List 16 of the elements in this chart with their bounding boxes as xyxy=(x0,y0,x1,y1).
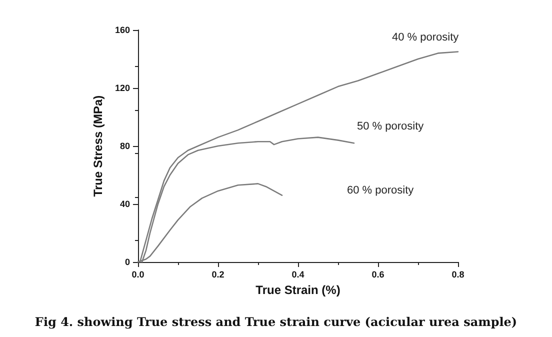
y-axis-title: True Stress (MPa) xyxy=(91,95,105,197)
annotation: 60 % porosity xyxy=(347,184,414,196)
annotation: 50 % porosity xyxy=(357,120,424,132)
y-tick-label: 40 xyxy=(120,199,130,209)
x-tick-label: 0.8 xyxy=(452,270,464,280)
y-tick-label: 0 xyxy=(124,257,130,267)
x-tick-label: 0.0 xyxy=(132,270,144,280)
x-tick-label: 0.2 xyxy=(212,270,224,280)
y-tick-label: 160 xyxy=(114,25,130,35)
text: Fig 4. showing True stress and True strain curve (acicular urea sample) xyxy=(34,315,518,329)
x-tick-label: 0.4 xyxy=(292,270,304,280)
annotation: 40 % porosity xyxy=(392,32,460,44)
x-tick-label: 0.6 xyxy=(372,270,384,280)
y-tick-label: 80 xyxy=(120,141,130,151)
x-axis-title: True Strain (%) xyxy=(256,283,340,297)
y-tick-label: 120 xyxy=(114,83,130,93)
